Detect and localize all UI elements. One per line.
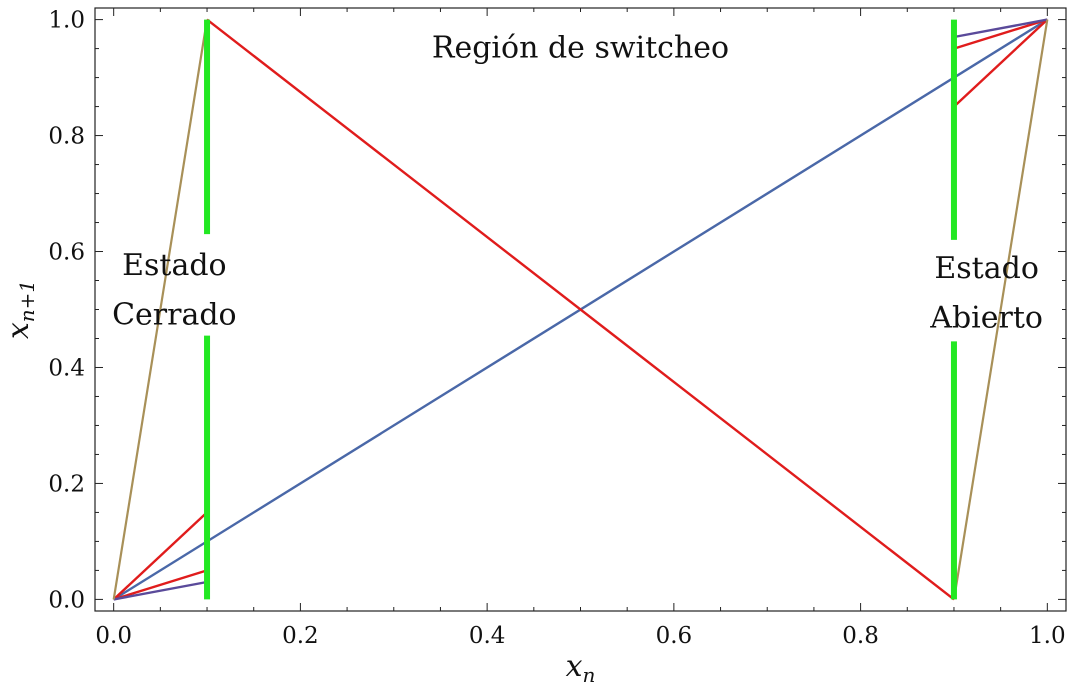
y-axis: 0.0 0.2 0.4 0.6 0.8 1.0 <box>48 8 1066 613</box>
y-tick-label: 0.8 <box>48 124 85 150</box>
x-axis-title-sub: n <box>583 663 596 687</box>
x-tick-label: 0.0 <box>95 623 132 649</box>
y-tick-label: 0.2 <box>48 471 85 497</box>
series-line-2 <box>112 511 208 601</box>
closed-state-label-line-0: Estado <box>122 248 227 283</box>
x-tick-label: 0.2 <box>282 623 319 649</box>
closed-state-label-line-1: Cerrado <box>112 297 237 332</box>
series-line-1 <box>206 18 955 601</box>
x-tick-label: 0.6 <box>656 623 693 649</box>
x-tick-label: 0.4 <box>469 623 506 649</box>
y-tick-label: 0.4 <box>48 355 85 381</box>
y-axis-title-sub: n+1 <box>15 280 39 322</box>
x-tick-label: 0.8 <box>842 623 879 649</box>
plot-lines <box>112 18 1049 601</box>
y-axis-title-main: x <box>1 322 36 339</box>
series-line-7 <box>953 18 1048 50</box>
open-state-label-line-1: Abierto <box>929 300 1043 335</box>
y-tick-label: 0.0 <box>48 587 85 613</box>
x-axis-title-main: x <box>566 649 583 684</box>
y-tick-label: 1.0 <box>48 8 85 34</box>
series-line-9 <box>952 19 1049 600</box>
switching-region-lines <box>204 19 957 600</box>
x-axis-title: xn <box>566 649 596 687</box>
y-axis-title: xn+1 <box>1 280 39 339</box>
series-line-6 <box>953 18 1049 108</box>
x-axis: 0.0 0.2 0.4 0.6 0.8 1.0 <box>95 8 1066 649</box>
series-line-5 <box>112 19 209 600</box>
y-tick-label: 0.6 <box>48 240 85 266</box>
annotations: Región de switcheo Estado Cerrado Estado Abi… <box>112 31 1043 336</box>
open-state-label-line-0: Estado <box>934 251 1039 286</box>
x-tick-label: 1.0 <box>1029 623 1066 649</box>
series-line-8 <box>953 18 1048 39</box>
series-line-3 <box>113 569 208 601</box>
region-label: Región de switcheo <box>432 31 729 66</box>
series-line-4 <box>113 580 208 601</box>
